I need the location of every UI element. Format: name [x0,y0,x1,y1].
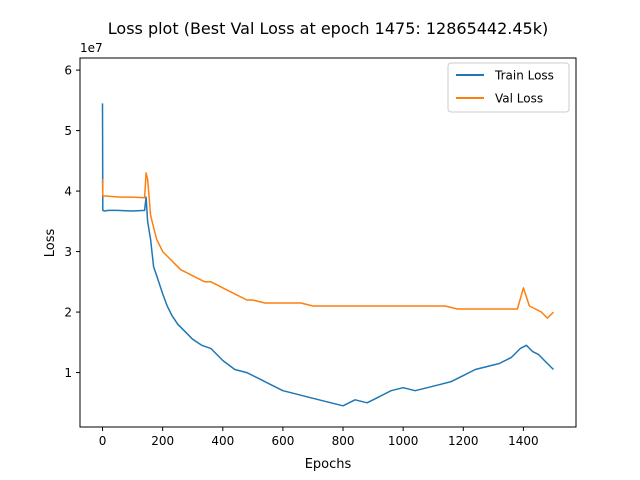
x-tick-label: 1400 [508,434,539,448]
x-tick-label: 400 [211,434,234,448]
legend-label-train-loss: Train Loss [494,69,554,83]
y-offset-label: 1e7 [80,41,103,55]
x-axis-ticks: 0 200 400 600 800 1000 1200 1400 [99,427,539,448]
y-tick-label: 4 [64,185,72,199]
plot-frame [79,57,577,428]
x-tick-label: 0 [99,434,107,448]
x-axis-label: Epochs [305,457,352,472]
y-tick-label: 6 [64,64,72,78]
y-axis-label: Loss [43,229,58,258]
x-tick-label: 200 [151,434,174,448]
x-tick-label: 600 [271,434,294,448]
x-tick-label: 1000 [388,434,419,448]
y-axis-ticks: 1 2 3 4 5 6 [64,64,80,380]
x-tick-label: 800 [332,434,355,448]
series-line-val-loss [101,172,555,319]
plot-lines [101,103,555,407]
y-tick-label: 3 [64,245,72,259]
series-line-train-loss [101,103,555,407]
chart-title: Loss plot (Best Val Loss at epoch 1475: … [108,19,548,38]
y-tick-label: 2 [64,306,72,320]
x-tick-label: 1200 [448,434,479,448]
legend-label-val-loss: Val Loss [495,92,543,106]
legend: Train Loss Val Loss [447,62,570,113]
y-tick-label: 1 [64,366,72,380]
y-tick-label: 5 [64,124,72,138]
